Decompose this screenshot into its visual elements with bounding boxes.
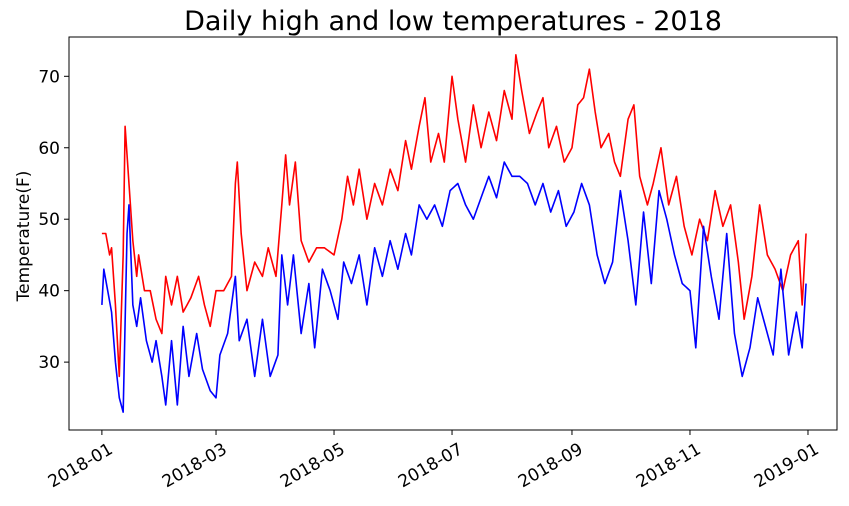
y-tick-label: 70 [38,67,60,87]
y-tick-label: 60 [38,139,60,159]
x-tick-label: 2018-03 [159,439,231,492]
x-tick-label: 2018-07 [395,439,467,492]
x-tick-label: 2018-09 [515,439,587,492]
chart-title: Daily high and low temperatures - 2018 [184,6,722,37]
series-line-low [101,161,807,413]
series-line-high [101,54,807,378]
x-tick-label: 2018-01 [45,439,117,492]
x-tick-label: 2018-11 [633,439,705,492]
y-tick-label: 50 [38,210,60,230]
x-axis: 2018-01 2018-03 2018-05 2018-07 2018-09 2018-… [45,430,823,492]
y-tick-label: 40 [38,282,60,302]
y-tick-label: 30 [38,353,60,373]
x-tick-label: 2018-05 [277,439,349,492]
plot-area-frame [68,36,838,431]
y-axis: 30 40 50 60 70 [38,67,69,373]
y-axis-label: Temperature(F) [14,171,34,303]
series-layer [101,54,807,413]
x-tick-label: 2019-01 [751,439,823,492]
